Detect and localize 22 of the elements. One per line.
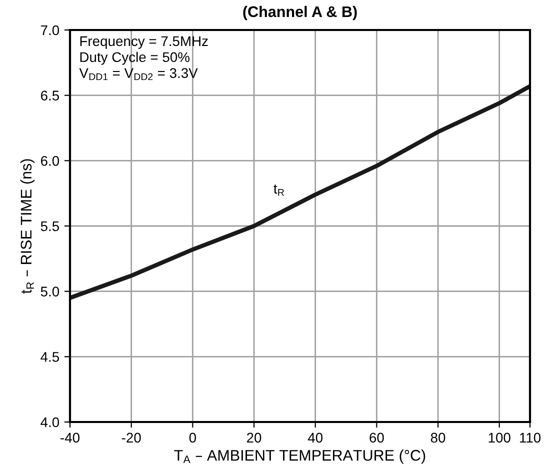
series-label: t$_{R}$ [274, 184, 284, 196]
chart-title: (Channel A & B) [243, 6, 357, 20]
x-tick-label: 40 [308, 432, 323, 443]
annotation: Frequency = 7.5MHz Duty Cycle = 50% V$_{DD1}$ = V$_{DD2}$ = 3.3V [79, 36, 208, 80]
x-tick-label: 80 [430, 432, 446, 443]
y-axis-title: t$_{R}$ – RISE TIME (ns) [20, 159, 35, 294]
x-tick-label: 0 [189, 432, 196, 443]
x-tick-label: 60 [370, 432, 384, 443]
x-axis-title: T$_{A}$ – AMBIENT TEMPERATURE (°C) [174, 450, 426, 464]
y-tick-label: 6.5 [40, 90, 60, 101]
x-tick-label: 20 [246, 432, 262, 443]
y-tick-label: 7.0 [40, 25, 60, 36]
y-tick-label: 5.0 [40, 286, 60, 297]
y-tick-label: 6.0 [40, 156, 60, 166]
y-tick-label: 4.0 [40, 417, 60, 428]
x-tick-label: 110 [520, 432, 541, 443]
x-tick-label: -20 [122, 432, 141, 443]
x-tick-label: 100 [488, 432, 510, 443]
line-series [70, 84, 530, 300]
y-tick-label: 5.5 [40, 221, 60, 232]
y-tick-label: 4.5 [40, 352, 60, 362]
x-tick-label: -40 [60, 432, 80, 443]
